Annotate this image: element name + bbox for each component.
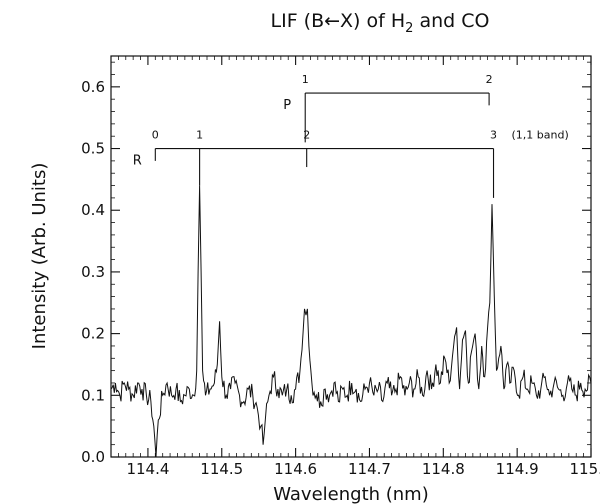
x-axis-label: Wavelength (nm) xyxy=(273,484,429,504)
y-tick-label: 0.1 xyxy=(81,386,105,404)
x-tick-label: 114.6 xyxy=(274,460,317,478)
x-tick-label: 114.5 xyxy=(200,460,243,478)
r-branch-line-label: 0 xyxy=(152,129,159,142)
y-tick-label: 0.4 xyxy=(81,201,105,219)
y-tick-label: 0.5 xyxy=(81,140,105,158)
x-tick-label: 114.9 xyxy=(496,460,539,478)
y-tick-label: 0.3 xyxy=(81,263,105,281)
r-branch-line-label: 3 xyxy=(490,129,497,142)
x-tick-label: 115.0 xyxy=(570,460,600,478)
x-tick-label: 114.4 xyxy=(126,460,169,478)
p-branch-line-label: 1 xyxy=(302,73,309,86)
p-branch-label: P xyxy=(283,98,291,113)
chart-title: LIF (B←X) of H2 and CO xyxy=(271,10,490,36)
r-branch-line-label: 1 xyxy=(196,129,203,142)
y-tick-label: 0.2 xyxy=(81,325,105,343)
y-tick-label: 0.6 xyxy=(81,78,105,96)
r-branch-label: R xyxy=(133,154,142,169)
chart-title-rest: and CO xyxy=(413,10,489,32)
y-axis-label: Intensity (Arb. Units) xyxy=(29,163,50,350)
p-branch-line-label: 2 xyxy=(486,73,493,86)
x-tick-label: 114.8 xyxy=(422,460,465,478)
chart-title-main: LIF (B←X) of H xyxy=(271,10,406,32)
y-tick-label: 0.0 xyxy=(81,448,105,466)
chart-title-subscript: 2 xyxy=(405,21,413,36)
annotations: 0 1 2 3 R 1 2 P (1,1 band) xyxy=(133,73,569,198)
x-tick-label: 114.7 xyxy=(348,460,391,478)
band-label: (1,1 band) xyxy=(512,129,569,142)
series-line xyxy=(111,186,591,457)
r-branch-line-label: 2 xyxy=(303,129,310,142)
